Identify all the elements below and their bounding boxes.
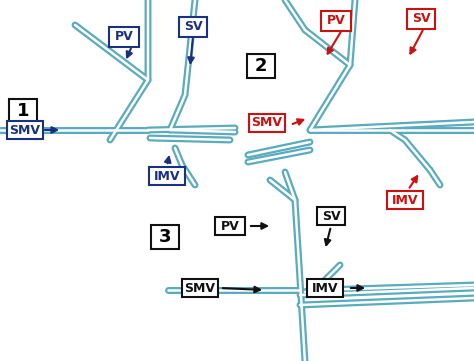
Text: IMV: IMV (154, 170, 180, 183)
FancyBboxPatch shape (321, 11, 351, 31)
Text: SMV: SMV (184, 282, 216, 295)
Text: SV: SV (184, 21, 202, 34)
Text: SV: SV (322, 209, 340, 222)
Text: SMV: SMV (9, 123, 40, 136)
Text: IMV: IMV (312, 282, 338, 295)
Text: SV: SV (412, 13, 430, 26)
FancyBboxPatch shape (215, 217, 245, 235)
FancyBboxPatch shape (317, 207, 345, 225)
FancyBboxPatch shape (7, 121, 43, 139)
Text: 3: 3 (159, 228, 171, 246)
FancyBboxPatch shape (151, 225, 179, 249)
Text: 1: 1 (17, 102, 29, 120)
Text: PV: PV (115, 30, 133, 43)
Text: IMV: IMV (392, 193, 418, 206)
FancyBboxPatch shape (249, 114, 285, 132)
FancyBboxPatch shape (109, 27, 139, 47)
Text: 2: 2 (255, 57, 267, 75)
Text: PV: PV (220, 219, 239, 232)
FancyBboxPatch shape (407, 9, 435, 29)
Text: SMV: SMV (252, 117, 283, 130)
FancyBboxPatch shape (387, 191, 423, 209)
FancyBboxPatch shape (182, 279, 218, 297)
FancyBboxPatch shape (307, 279, 343, 297)
FancyBboxPatch shape (247, 54, 275, 78)
FancyBboxPatch shape (179, 17, 207, 37)
FancyBboxPatch shape (9, 99, 37, 123)
Text: PV: PV (327, 14, 346, 27)
FancyBboxPatch shape (149, 167, 185, 185)
